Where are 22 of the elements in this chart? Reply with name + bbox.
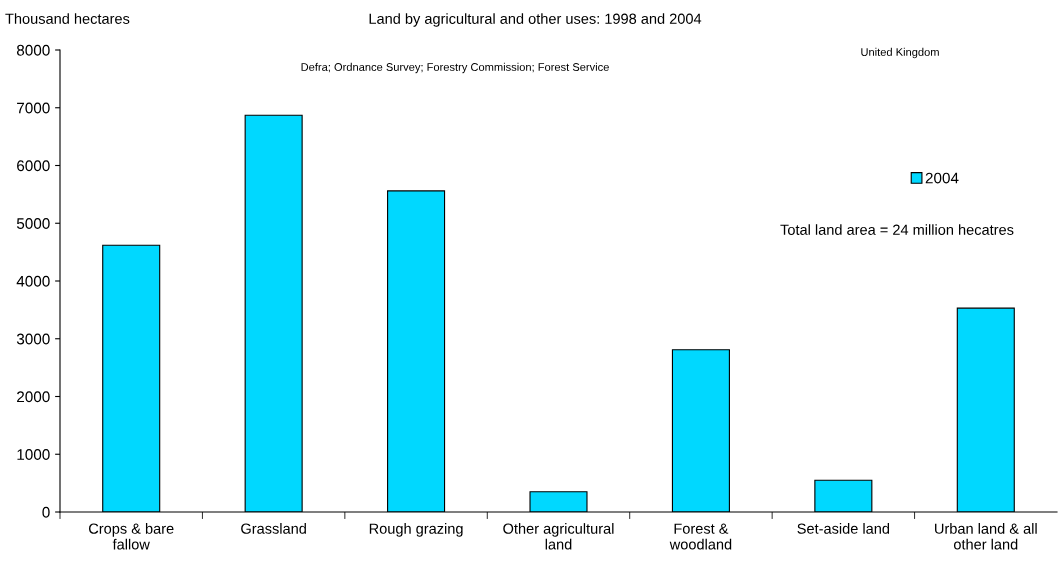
y-tick-label: 7000 [17, 102, 50, 114]
y-tick-label: 2000 [17, 391, 50, 403]
x-tick-label: Grassland [241, 523, 306, 534]
y-tick-label: 4000 [16, 275, 50, 287]
y-tick-label: 0 [42, 506, 50, 518]
y-tick-label: 6000 [17, 160, 50, 172]
x-tick-label: Forest & woodland [669, 523, 732, 550]
y-tick-label: 1000 [17, 449, 50, 460]
x-tick-label: Set-aside land [797, 523, 890, 534]
x-tick-label: Crops & bare fallow [89, 523, 174, 550]
y-tick-label: 5000 [16, 218, 50, 229]
x-tick-label: Other agricultural land [503, 523, 614, 550]
y-tick-label: 8000 [16, 44, 50, 56]
annotation: Defra; Ordnance Survey; Forestry Commission; Forest Service [301, 62, 609, 74]
x-tick-label: Rough grazing [369, 523, 463, 537]
y-axis-title: Thousand hectares [5, 13, 130, 24]
annotation: United Kingdom [861, 47, 939, 59]
annotation: Total land area = 24 million hecatres [780, 224, 1014, 235]
chart-title: Land by agricultural and other uses: 1998 and 2004 [369, 13, 702, 27]
y-tick-label: 3000 [16, 333, 50, 345]
legend-label: 2004 [925, 172, 959, 184]
x-tick-label: Urban land & all other land [935, 523, 1037, 550]
